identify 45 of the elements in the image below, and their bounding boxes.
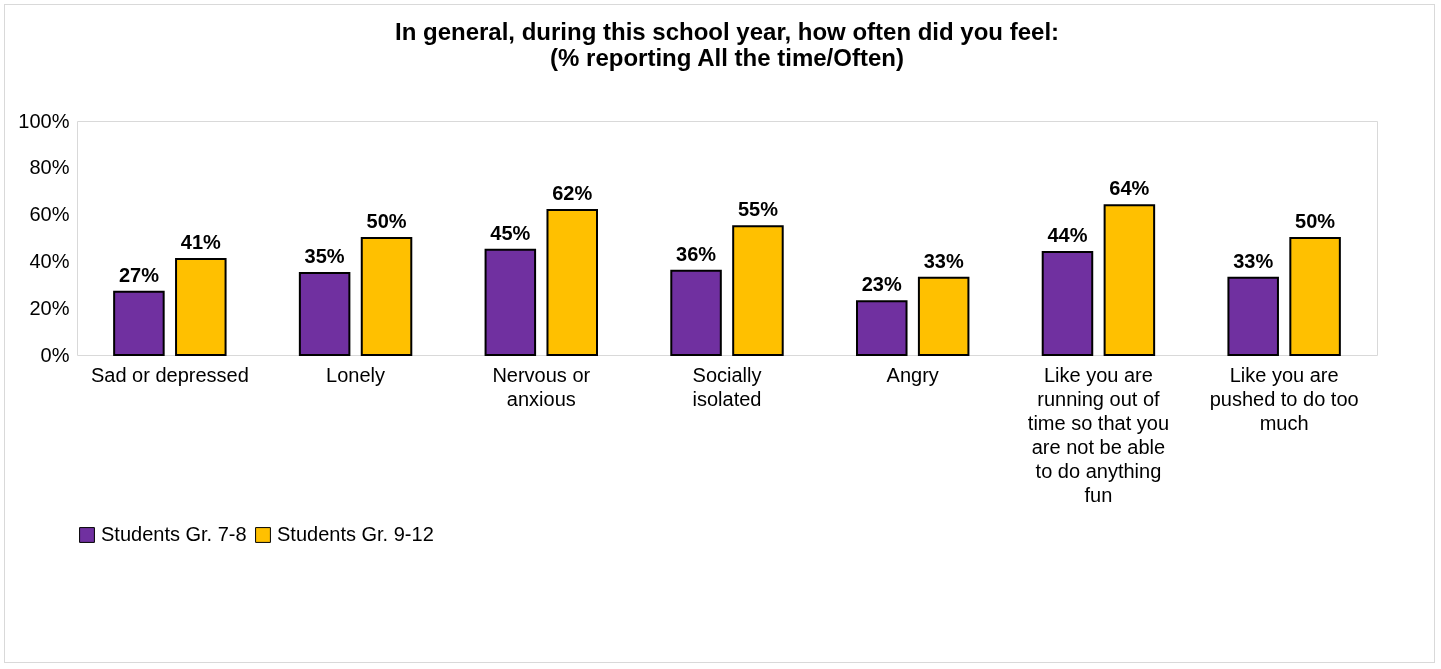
- x-tick-label: Like you are running out of time so that you are not be able to do anything fun: [1027, 363, 1170, 506]
- data-label: 33%: [1233, 249, 1274, 272]
- bar: [1041, 251, 1094, 356]
- bar: [1227, 276, 1279, 356]
- bar: [298, 272, 351, 356]
- x-tick-label: Nervous or anxious: [492, 363, 591, 410]
- bar: [1103, 204, 1156, 356]
- data-label: 62%: [552, 181, 593, 204]
- x-tick-label: Like you are pushed to do too much: [1209, 363, 1359, 434]
- bar: [732, 225, 784, 356]
- data-label: 23%: [861, 273, 902, 296]
- data-label: 55%: [737, 198, 779, 221]
- text: (% reporting All the time/Often): [550, 44, 904, 71]
- bar: [113, 290, 165, 356]
- y-tick-label: 20%: [29, 296, 70, 319]
- bar: [546, 208, 598, 356]
- data-label: 64%: [1109, 177, 1150, 200]
- data-label: 33%: [923, 249, 964, 272]
- data-label: 41%: [180, 231, 222, 254]
- x-tick-label: Socially isolated: [692, 363, 762, 410]
- bar: [856, 300, 908, 356]
- bar: [670, 269, 722, 356]
- y-tick-label: 60%: [29, 203, 70, 226]
- x-tick-label: Angry: [886, 363, 939, 386]
- bar: [175, 258, 227, 356]
- x-tick-label: Sad or depressed: [90, 363, 249, 386]
- y-tick-label: 80%: [29, 156, 70, 179]
- y-tick-label: 40%: [29, 249, 70, 272]
- data-label: 50%: [1295, 210, 1336, 232]
- data-label: 45%: [490, 221, 531, 244]
- bar: [1289, 237, 1341, 356]
- y-tick-label: 0%: [40, 343, 70, 366]
- data-label: 50%: [366, 210, 407, 232]
- y-tick-label: 100%: [18, 109, 70, 132]
- data-label: 44%: [1047, 224, 1088, 247]
- bar: [484, 248, 537, 356]
- data-label: 36%: [676, 242, 717, 265]
- legend-label: Students Gr. 7-8: [101, 523, 247, 545]
- legend-label: Students Gr. 9-12: [277, 523, 434, 545]
- bar: [917, 276, 970, 356]
- data-label: 27%: [118, 263, 160, 286]
- x-tick-label: Lonely: [326, 363, 386, 386]
- data-label: 35%: [304, 245, 345, 268]
- bar: [360, 237, 413, 356]
- text: In general, during this school year, how often did you feel:: [394, 18, 1060, 45]
